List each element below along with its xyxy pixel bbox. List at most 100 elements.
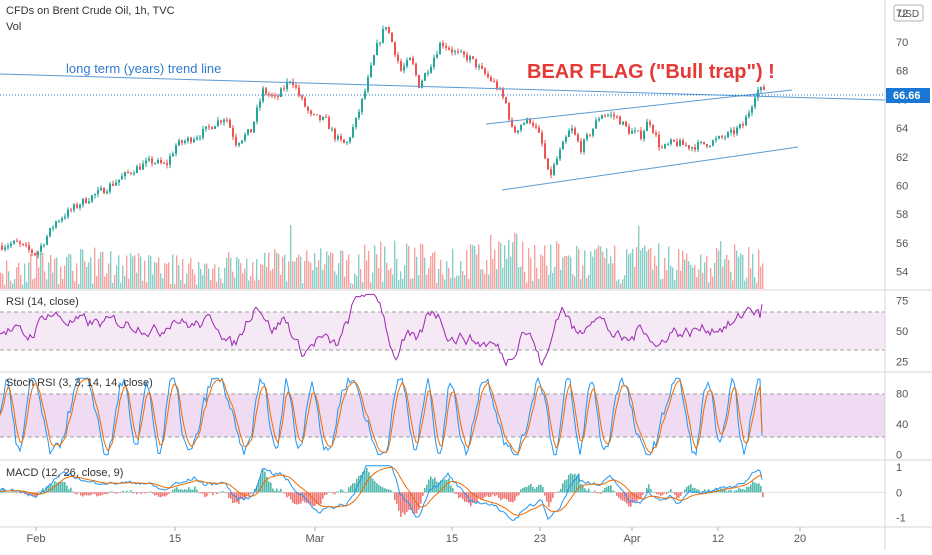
- volume-bar: [488, 274, 490, 289]
- volume-bar: [150, 256, 152, 289]
- flag-lower-line[interactable]: [501, 146, 799, 191]
- candle-body: [397, 54, 399, 62]
- macd-histogram-bar: [76, 492, 78, 495]
- candle-body: [706, 144, 708, 147]
- macd-histogram-bar: [122, 490, 124, 493]
- macd-histogram-bar: [284, 492, 286, 494]
- volume-bar: [286, 281, 288, 289]
- macd-tick-label: 1: [896, 462, 902, 474]
- last-price-value: 66.66: [893, 90, 921, 102]
- volume-bar: [22, 284, 24, 289]
- candle-body: [211, 126, 213, 130]
- candle-body: [679, 140, 681, 146]
- candle-body: [178, 140, 180, 146]
- volume-bar: [126, 255, 128, 289]
- volume-bar: [174, 283, 176, 289]
- volume-bar: [250, 275, 252, 289]
- macd-histogram-bar: [230, 492, 232, 499]
- volume-bar: [442, 274, 444, 289]
- volume-bar: [354, 273, 356, 289]
- macd-histogram-bar: [12, 490, 14, 493]
- candle-body: [712, 140, 714, 146]
- candle-body: [475, 58, 477, 68]
- rsi-tick-label: 50: [896, 326, 908, 338]
- candle-body: [100, 188, 102, 190]
- candle-body: [697, 142, 699, 150]
- time-axis[interactable]: Feb 15 Mar 15 23 Apr 12 20: [27, 527, 807, 545]
- macd-histogram-bar: [158, 492, 160, 497]
- candle-body: [22, 243, 24, 245]
- volume-bar: [456, 275, 458, 289]
- volume-bar: [742, 254, 744, 289]
- macd-histogram-bar: [610, 485, 612, 493]
- macd-histogram-bar: [534, 488, 536, 493]
- price-axis[interactable]: 545658606264666870722550750408010-1: [896, 8, 908, 524]
- volume-bar: [640, 250, 642, 289]
- candle-body: [586, 134, 588, 140]
- candle-body: [742, 124, 744, 126]
- macd-histogram-bar: [306, 492, 308, 504]
- macd-histogram-bar: [548, 492, 550, 507]
- volume-bar: [244, 268, 246, 289]
- volume-bar: [60, 266, 62, 289]
- macd-histogram-bar: [624, 492, 626, 502]
- volume-bar: [458, 275, 460, 289]
- volume-bar: [334, 271, 336, 289]
- macd-histogram-bar: [382, 487, 384, 493]
- candle-body: [754, 97, 756, 108]
- macd-histogram-bar: [48, 485, 50, 493]
- volume-bar: [366, 260, 368, 289]
- flag-upper-line[interactable]: [485, 89, 793, 125]
- volume-bar: [510, 256, 512, 289]
- candle-body: [25, 244, 27, 246]
- volume-bar: [418, 275, 420, 289]
- volume-bar: [356, 275, 358, 289]
- macd-histogram-bar: [492, 492, 494, 495]
- volume-bar: [218, 267, 220, 289]
- volume-bar: [340, 250, 342, 289]
- volume-bar: [84, 261, 86, 289]
- volume-bar: [476, 254, 478, 289]
- volume-bar: [348, 254, 350, 289]
- macd-histogram-bar: [334, 492, 336, 495]
- macd-histogram-bar: [384, 488, 386, 493]
- candle-body: [760, 86, 762, 91]
- candle-body: [346, 141, 348, 144]
- candle-body: [220, 120, 222, 123]
- volume-bar: [120, 282, 122, 289]
- volume-bar: [522, 241, 524, 289]
- macd-histogram-bar: [496, 492, 498, 496]
- macd-histogram-bar: [748, 486, 750, 493]
- candle-body: [730, 130, 732, 133]
- currency-badge[interactable]: [893, 4, 924, 22]
- macd-histogram-bar: [248, 492, 250, 497]
- stoch-d-line: [0, 378, 763, 455]
- candle-body: [127, 172, 129, 174]
- candle-body: [136, 166, 138, 174]
- volume-bar: [652, 269, 654, 289]
- macd-histogram-bar: [196, 489, 198, 493]
- macd-histogram-bar: [322, 492, 324, 499]
- macd-histogram-bar: [440, 480, 442, 493]
- volume-bar: [576, 245, 578, 289]
- macd-histogram-bar: [18, 492, 20, 493]
- volume-bar: [328, 255, 330, 289]
- volume-bar: [740, 253, 742, 289]
- macd-histogram-bar: [210, 492, 212, 493]
- candle-body: [631, 131, 633, 134]
- candle-body: [703, 141, 705, 145]
- macd-histogram-bar: [386, 488, 388, 493]
- candle-body: [409, 57, 411, 61]
- volume-bar: [538, 278, 540, 289]
- candle-body: [454, 51, 456, 53]
- candle-body: [4, 247, 6, 250]
- candle-body: [763, 86, 765, 90]
- macd-histogram-bar: [60, 481, 62, 493]
- macd-histogram-bar: [124, 492, 126, 493]
- candle-body: [715, 138, 717, 141]
- time-tick-label: Feb: [27, 533, 46, 545]
- volume-bar: [646, 251, 648, 289]
- volume-bar: [484, 274, 486, 289]
- candle-body: [724, 137, 726, 139]
